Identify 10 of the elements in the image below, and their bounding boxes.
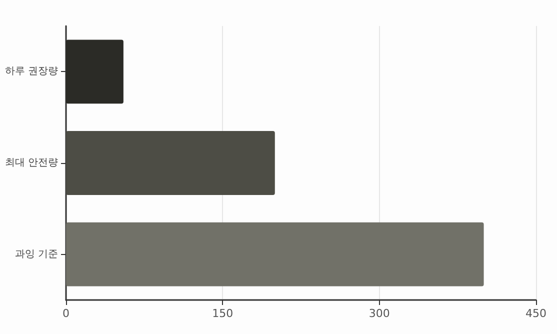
bar [66, 222, 484, 286]
bar [66, 131, 275, 195]
y-tick-label: 과잉 기준 [14, 248, 58, 260]
x-tick-label: 300 [368, 307, 390, 320]
bar [66, 40, 124, 104]
y-tick-label: 최대 안전량 [4, 158, 58, 168]
x-tick-label: 150 [212, 307, 234, 320]
y-tick-label: 하루 권장량 [4, 66, 58, 78]
x-tick-label: 450 [526, 307, 546, 320]
x-tick-label: 0 [62, 307, 70, 320]
